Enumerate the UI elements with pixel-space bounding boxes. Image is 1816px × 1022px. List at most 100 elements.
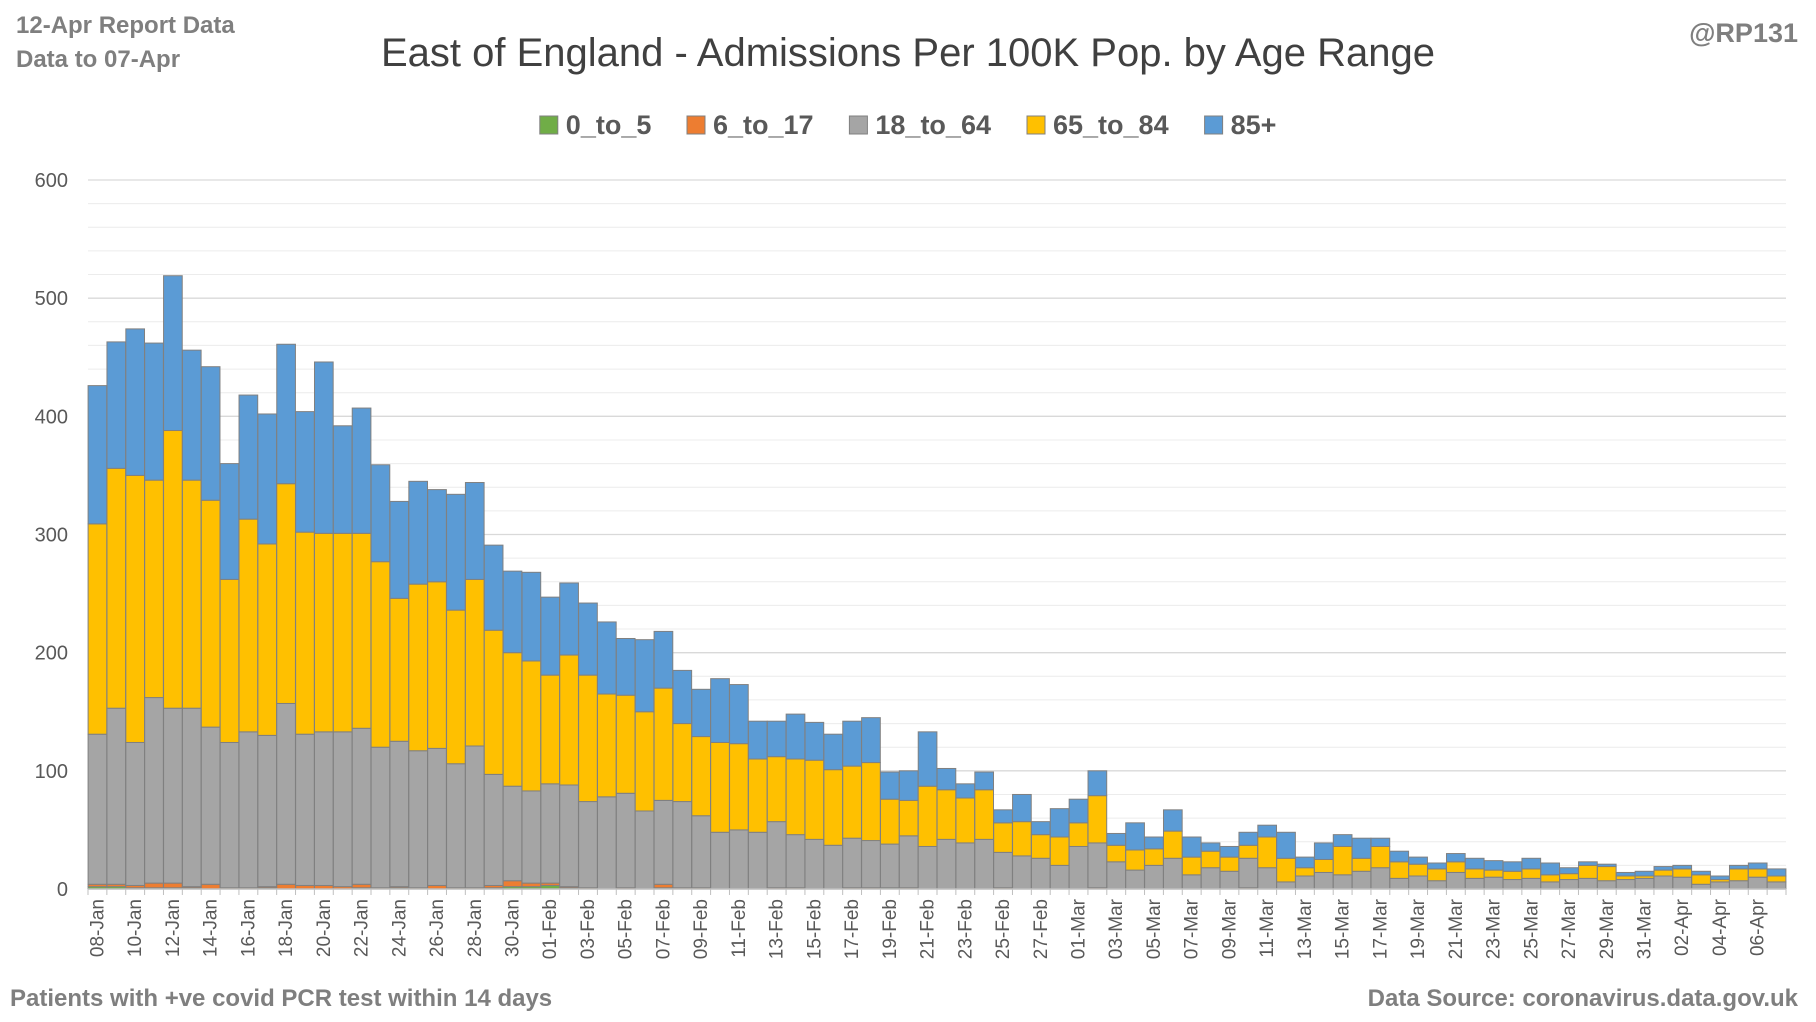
bar-segment-65-to-84 — [408, 583, 429, 752]
bar-segment-85plus — [879, 771, 900, 800]
bar-segment-85plus — [1728, 864, 1749, 870]
legend-label: 18_to_64 — [875, 110, 991, 140]
bar-segment-65-to-84 — [596, 693, 617, 798]
bar-segment-65-to-84 — [804, 759, 825, 840]
bar-segment-85plus — [144, 342, 164, 481]
bar-segment-18-to-64 — [1502, 879, 1523, 890]
bar-segment-65-to-84 — [615, 694, 636, 794]
bar-segment-85plus — [861, 717, 881, 764]
y-tick-label: 0 — [57, 879, 68, 901]
bar-segment-65-to-84 — [1162, 830, 1183, 859]
bar-segment-65-to-84 — [898, 799, 919, 837]
bar-segment-65-to-84 — [861, 762, 881, 842]
bar-segment-18-to-64 — [615, 792, 636, 889]
bar-segment-65-to-84 — [370, 561, 391, 748]
bar-segment-18-to-64 — [1747, 876, 1768, 890]
bar-segment-85plus — [1200, 842, 1221, 852]
bar-segment-85plus — [766, 720, 787, 758]
bar-segment-18-to-64 — [1219, 870, 1240, 890]
bar-segment-18-to-64 — [1370, 867, 1391, 890]
bar-segment-65-to-84 — [747, 758, 768, 833]
bar-segment-18-to-64 — [106, 707, 127, 885]
bar-segment-65-to-84 — [879, 798, 900, 845]
data-source-label: Data Source: coronavirus.data.gov.uk — [1367, 985, 1798, 1012]
bar-segment-65-to-84 — [200, 499, 221, 728]
bar-segment-18-to-64 — [1125, 869, 1145, 890]
x-tick-label: 12-Jan — [163, 899, 184, 957]
bar-segment-18-to-64 — [766, 821, 787, 889]
bar-segment-85plus — [578, 602, 598, 676]
x-tick-label: 07-Mar — [1182, 898, 1203, 959]
x-tick-label: 11-Feb — [729, 899, 750, 958]
bar-segment-65-to-84 — [1030, 834, 1051, 859]
bar-segment-18-to-64 — [1030, 857, 1051, 890]
y-tick-label: 600 — [35, 170, 68, 192]
bar-segment-18-to-64 — [1106, 861, 1127, 890]
bar-segment-65-to-84 — [540, 674, 561, 785]
bar-segment-65-to-84 — [1615, 875, 1636, 881]
bar-segment-85plus — [1464, 857, 1485, 870]
x-tick-label: 14-Jan — [201, 899, 222, 957]
bar-segment-85plus — [615, 637, 636, 696]
bar-segment-65-to-84 — [502, 652, 523, 787]
bar-segment-85plus — [1596, 863, 1617, 868]
x-tick-label: 03-Mar — [1106, 898, 1127, 959]
bar-segment-65-to-84 — [1672, 868, 1693, 878]
bar-segment-85plus — [1691, 870, 1711, 876]
bar-segment-18-to-64 — [502, 785, 523, 882]
bar-segment-18-to-64 — [1710, 881, 1730, 890]
bar-segment-18-to-64 — [1483, 876, 1504, 890]
bar-segment-85plus — [634, 639, 655, 713]
bar-segment-6-to-17 — [351, 883, 372, 889]
x-tick-label: 02-Apr — [1672, 898, 1693, 956]
bar-segment-65-to-84 — [672, 723, 693, 803]
bar-segment-18-to-64 — [540, 783, 561, 884]
bar-segment-65-to-84 — [1219, 856, 1240, 872]
x-tick-label: 17-Mar — [1370, 898, 1391, 959]
bar-segment-85plus — [238, 394, 259, 520]
y-tick-label: 100 — [35, 761, 68, 783]
bar-segment-85plus — [313, 361, 334, 534]
x-tick-label: 29-Mar — [1597, 898, 1618, 959]
bar-segment-18-to-64 — [1257, 867, 1278, 890]
bar-segment-65-to-84 — [729, 743, 749, 831]
bar-segment-65-to-84 — [1521, 868, 1542, 879]
bar-segment-65-to-84 — [578, 674, 598, 803]
bar-segment-18-to-64 — [427, 747, 447, 886]
bar-segment-18-to-64 — [446, 763, 466, 889]
bar-segment-18-to-64 — [125, 741, 146, 886]
x-tick-label: 16-Jan — [238, 899, 259, 957]
axes: 0 100 200 300 400 500 600 08-Jan 10-Jan 12-Jan 14-… — [35, 170, 1787, 959]
bar-segment-65-to-84 — [823, 769, 844, 846]
bar-segment-6-to-17 — [521, 882, 542, 888]
bar-segment-18-to-64 — [483, 773, 504, 886]
bar-segment-85plus — [842, 720, 862, 767]
bar-segment-85plus — [483, 544, 504, 631]
x-tick-label: 11-Mar — [1257, 898, 1278, 957]
legend-label: 0_to_5 — [566, 110, 652, 140]
bar-segment-65-to-84 — [1691, 874, 1711, 885]
legend-label: 6_to_17 — [713, 110, 814, 140]
bar-segment-18-to-64 — [879, 843, 900, 889]
bar-segment-85plus — [596, 621, 617, 695]
bar-segment-85plus — [1030, 821, 1051, 836]
bar-segment-18-to-64 — [1049, 864, 1070, 890]
bar-segment-85plus — [181, 349, 202, 481]
bar-segment-85plus — [163, 275, 183, 432]
bar-segment-65-to-84 — [1502, 870, 1523, 881]
bar-segment-18-to-64 — [785, 834, 806, 889]
bar-segment-18-to-64 — [1068, 845, 1089, 890]
x-tick-label: 15-Mar — [1333, 898, 1354, 959]
bar-segment-65-to-84 — [710, 741, 730, 833]
bar-segment-85plus — [521, 571, 542, 662]
x-tick-label: 13-Feb — [767, 899, 788, 959]
author-handle: @RP131 — [1689, 18, 1798, 48]
bar-segment-85plus — [1181, 836, 1202, 858]
legend-swatch — [539, 115, 559, 135]
x-tick-label: 09-Mar — [1219, 898, 1240, 959]
bar-segment-85plus — [87, 385, 108, 525]
bar-segment-18-to-64 — [710, 831, 730, 890]
x-tick-label: 21-Mar — [1446, 898, 1467, 959]
